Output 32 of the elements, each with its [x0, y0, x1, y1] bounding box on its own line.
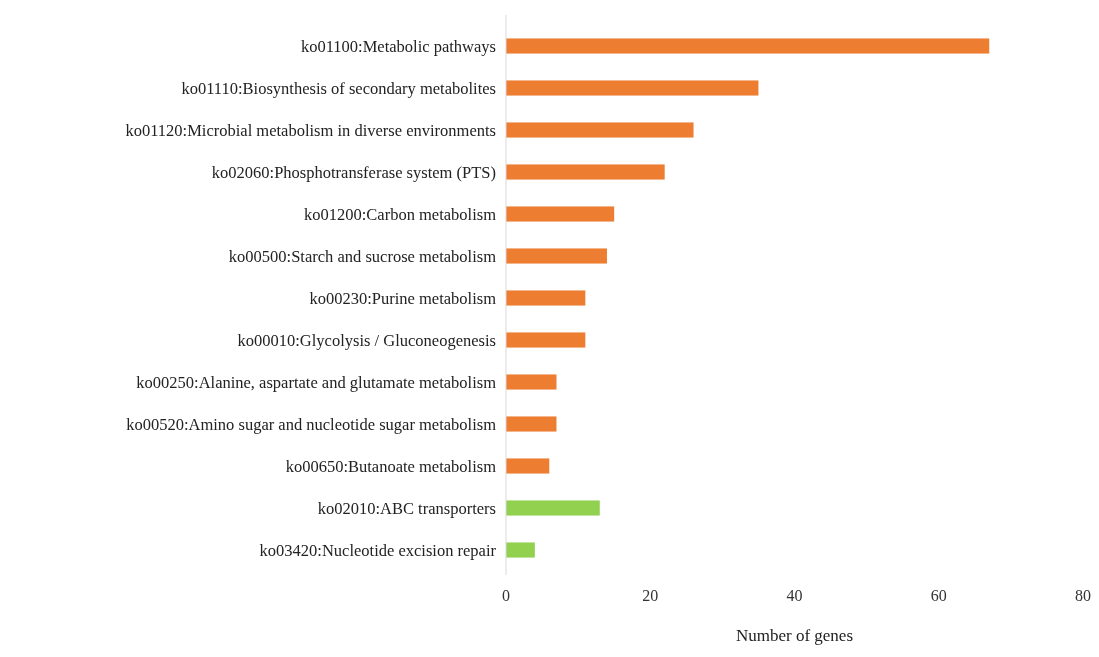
bar	[506, 458, 550, 474]
bar	[506, 80, 759, 96]
y-tick-label: ko03420:Nucleotide excision repair	[259, 540, 497, 560]
bar	[506, 500, 600, 516]
y-tick-label: ko00500:Starch and sucrose metabolism	[228, 246, 497, 266]
bar	[506, 122, 694, 138]
y-tick-label: ko01100:Metabolic pathways	[300, 36, 496, 56]
y-tick-label: ko00520:Amino sugar and nucleotide sugar metabolism	[126, 414, 497, 434]
y-tick-label: ko01120:Microbial metabolism in diverse environments	[125, 120, 496, 140]
y-tick-label: ko02010:ABC transporters	[317, 498, 496, 518]
y-tick-label: ko00650:Butanoate metabolism	[285, 456, 497, 476]
x-tick-label: 40	[786, 587, 803, 604]
y-tick-label: ko02060:Phosphotransferase system (PTS)	[211, 162, 496, 182]
bar	[506, 290, 586, 306]
x-tick-label: 80	[1075, 587, 1091, 604]
bar	[506, 416, 557, 432]
x-axis-title: Number of genes	[735, 626, 854, 645]
bar	[506, 248, 607, 264]
bar	[506, 542, 535, 558]
bar	[506, 38, 990, 54]
y-tick-label: ko01110:Biosynthesis of secondary metabolites	[181, 78, 496, 98]
bar	[506, 164, 665, 180]
y-tick-label: ko01200:Carbon metabolism	[303, 204, 497, 224]
bar	[506, 374, 557, 390]
x-tick-label: 20	[642, 587, 659, 604]
bar	[506, 332, 586, 348]
x-tick-label: 0	[502, 587, 510, 604]
y-tick-label: ko00230:Purine metabolism	[309, 288, 497, 308]
x-tick-label: 60	[930, 587, 947, 604]
y-tick-label: ko00250:Alanine, aspartate and glutamate metabolism	[136, 372, 497, 392]
y-tick-label: ko00010:Glycolysis / Gluconeogenesis	[237, 330, 496, 350]
bar	[506, 206, 615, 222]
